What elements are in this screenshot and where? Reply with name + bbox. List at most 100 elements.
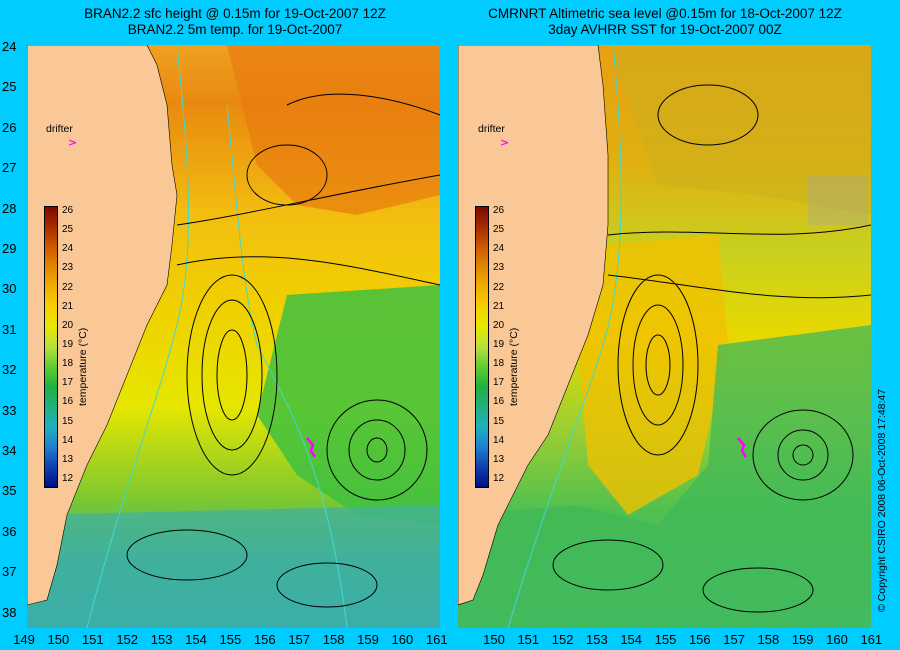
longitude-tick-label: 156 [253,632,276,647]
latitude-tick-label: 25 [2,79,17,95]
colorbar-tick-label: 23 [493,262,505,274]
ssh-contour [607,274,871,299]
ssh-contour [607,224,871,236]
ssh-contour [286,93,440,116]
drifter-label-right: drifter [478,123,505,135]
ssh-contour [216,329,248,421]
colorbar-tick-label: 17 [62,377,74,389]
ssh-contour [201,299,263,451]
ssh-contour [752,409,854,501]
colorbar-tick-label: 13 [493,453,505,465]
latitude-tick-label: 29 [2,241,17,256]
latitude-tick-label: 35 [2,483,17,499]
drifter-label-left: drifter [46,123,73,135]
drifter-track [737,437,748,458]
longitude-tick-label: 160 [391,632,414,647]
colorbar-tick-label: 18 [493,358,505,370]
longitude-tick-label: 160 [826,632,848,647]
colorbar-tick-label: 23 [62,262,74,274]
latitude-tick-label: 38 [2,604,17,620]
warm-core-region [578,235,728,515]
ssh-contour [702,567,814,613]
colorbar-tick-label: 19 [493,339,505,350]
longitude-tick-label: 159 [791,632,814,647]
longitude-tick-label: 151 [517,632,540,647]
longitude-tick-label: 150 [47,632,70,647]
ssh-contour [777,429,829,481]
left-title-line2: BRAN2.2 5m temp. for 19-Oct-2007 [127,22,343,37]
cloud-mask [808,175,868,225]
latitude-tick-label: 32 [2,362,17,378]
latitude-tick-label: 36 [2,523,17,539]
land-mass [27,45,178,606]
latitude-tick-label: 37 [2,564,17,580]
ssh-contour [366,437,388,463]
right-title-line2: 3day AVHRR SST for 19-Oct-2007 00Z [548,22,782,37]
drifter-marker-left: > [68,136,78,149]
colorbar-label: temperature (°C) [77,327,89,406]
colorbar-tick-label: 24 [493,243,505,255]
bathymetry-contour [86,45,190,628]
colorbar-tick-label: 13 [62,453,74,465]
colorbar-tick-label: 21 [62,300,74,312]
ssh-contour [176,174,440,226]
longitude-tick-label: 158 [757,632,780,647]
bathymetry-contour [226,104,348,628]
longitude-tick-label: 161 [860,632,883,647]
longitude-tick-label: 154 [185,632,207,647]
copyright-notice: © Copyright CSIRO 2008 06-Oct-2008 17:48… [876,388,888,612]
ssh-contour [552,539,664,591]
colorbar-tick-label: 16 [493,396,505,408]
latitude-tick-label: 28 [2,200,17,216]
colorbar-tick-label: 15 [493,415,505,427]
longitude-tick-label: 155 [654,632,677,647]
longitude-tick-label: 154 [620,632,643,647]
colorbar-tick-label: 25 [62,224,74,236]
colorbar-scale [44,206,58,488]
colorbar-tick-label: 14 [62,434,74,446]
ssh-contour [126,529,248,581]
southern-cool-water [27,505,440,628]
right-map-panel [458,45,871,628]
colorbar-tick-label: 20 [493,319,505,331]
latitude-tick-label: 27 [2,160,17,176]
cool-eddy-region [257,285,440,525]
warm-water-region [227,45,440,215]
colorbar-tick-label: 25 [493,224,505,236]
ssh-contour [632,304,684,426]
drifter-marker-right: > [500,136,510,149]
left-map-panel [27,45,440,628]
colorbar-tick-label: 17 [493,377,505,389]
land-mass [458,45,609,606]
latitude-tick-label: 24 [2,39,17,54]
right-panel-title: CMRNRT Altimetric sea level @0.15m for 1… [455,6,875,38]
left-panel-title: BRAN2.2 sfc height @ 0.15m for 19-Oct-20… [30,6,440,38]
longitude-tick-label: 158 [322,632,345,647]
longitude-tick-label: 161 [425,632,448,647]
ssh-contour [657,84,759,146]
longitude-tick-label: 157 [288,632,311,647]
colorbar-scale [475,206,489,488]
colorbar-tick-label: 12 [62,473,74,484]
ssh-contour [326,399,428,501]
longitude-tick-label: 153 [586,632,608,647]
left-map-svg [27,45,440,628]
latitude-tick-label: 26 [2,119,17,135]
drifter-track [306,437,317,458]
latitude-tick-label: 31 [2,321,17,337]
longitude-tick-label: 157 [723,632,745,647]
latitude-tick-label: 34 [2,443,17,458]
colorbar-tick-label: 26 [493,205,505,216]
ssh-contour [617,274,699,456]
longitude-tick-label: 155 [219,632,242,647]
longitude-tick-label: 153 [150,632,173,647]
colorbar-tick-label: 18 [62,358,74,370]
left-title-line1: BRAN2.2 sfc height @ 0.15m for 19-Oct-20… [84,6,386,21]
colorbar-tick-label: 20 [62,319,74,331]
colorbar-tick-label: 12 [493,473,505,484]
right-map-svg [458,45,871,628]
ssh-contour [276,562,378,608]
longitude-tick-label: 152 [551,632,574,647]
ssh-contour [792,444,814,466]
longitude-tick-label: 156 [688,632,711,647]
